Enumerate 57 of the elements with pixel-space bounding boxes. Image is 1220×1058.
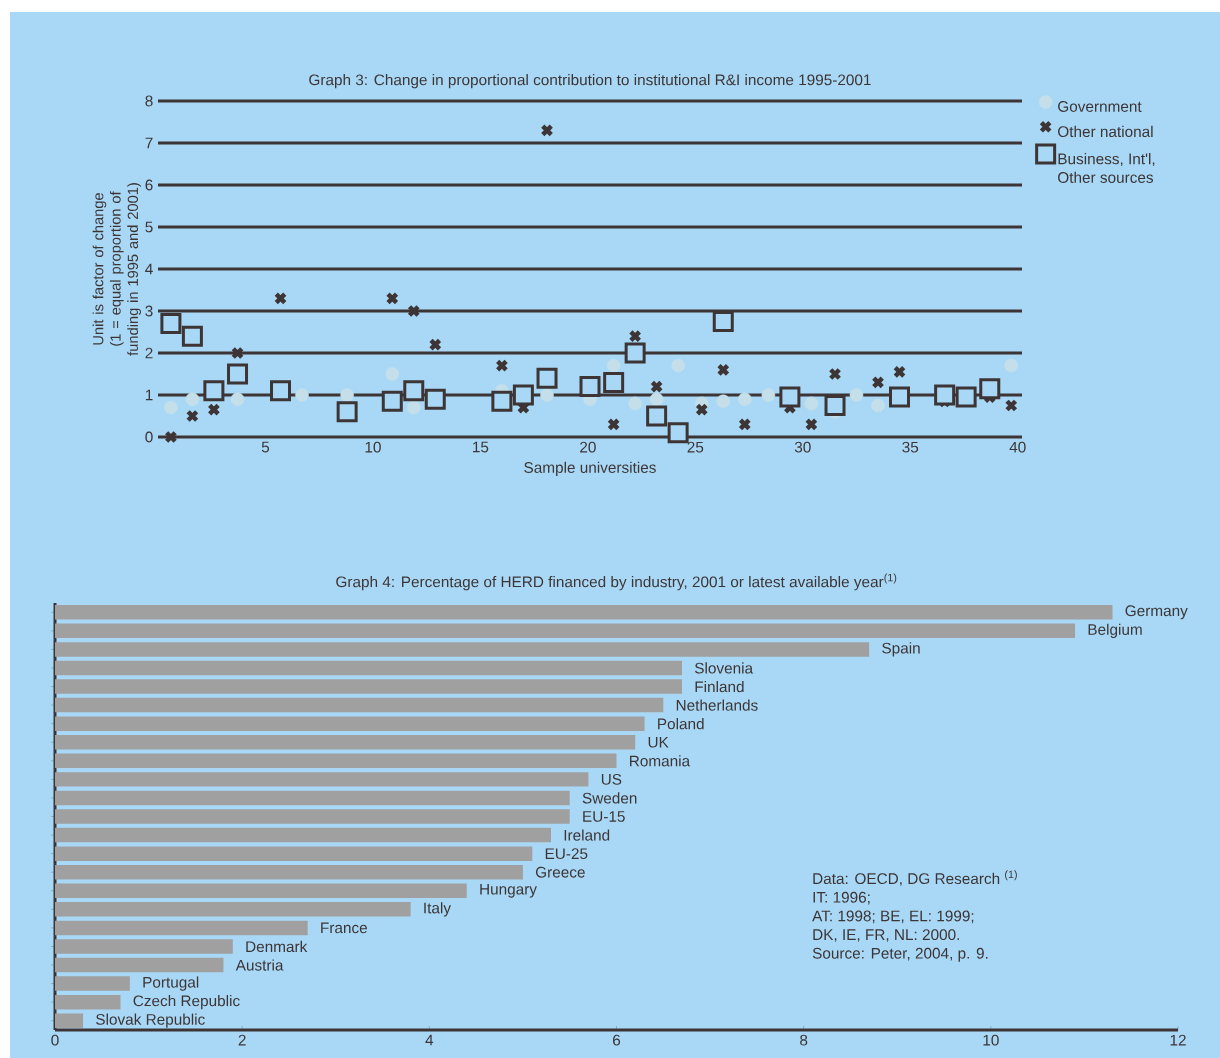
x-tick-label: 12 (1170, 1034, 1186, 1046)
y-tick-label: 7 (145, 137, 153, 149)
y-tick-label: Portugal (143, 976, 199, 991)
y-axis-title: Unit is factor of change (1 = equal proportion of funding in 1995 and 2001) (92, 183, 141, 356)
annotation: Data: OECD, DG Research $^{(1)}$ (813, 870, 1017, 886)
x-axis-title: Sample universities (524, 461, 656, 477)
x-tick-label: 40 (1009, 441, 1026, 453)
x-tick-label: 25 (687, 441, 704, 453)
y-tick-label: Finland (695, 680, 744, 693)
legend-label: Business, Int'l, Other sources (1058, 153, 1155, 183)
y-tick-label: 2 (145, 347, 153, 359)
y-tick-label: 0 (145, 431, 153, 443)
y-tick-label: Austria (235, 959, 284, 971)
y-tick-label: 6 (145, 179, 153, 191)
annotation: DK, IE, FR, NL: 2000. (813, 929, 959, 942)
legend-label: Other national (1058, 125, 1153, 138)
y-tick-label: Germany (1125, 605, 1188, 620)
chart-title: Graph 3: Change in proportional contribution to institutional R&I income 1995-2001 (309, 74, 871, 89)
y-tick-label: Poland (658, 718, 704, 730)
y-tick-label: Ireland (564, 829, 610, 841)
x-tick-label: 5 (261, 441, 270, 453)
y-tick-label: Slovak Republic (96, 1013, 205, 1028)
annotation: IT: 1996; (813, 891, 870, 905)
y-tick-label: EU-25 (545, 848, 588, 860)
y-tick-label: 3 (145, 305, 153, 317)
annotation: Source: Peter, 2004, p. 9. (812, 947, 988, 962)
y-tick-label: 4 (145, 263, 153, 275)
y-tick-label: Czech Republic (133, 995, 240, 1010)
y-tick-label: Denmark (246, 940, 308, 953)
x-tick-label: 35 (902, 441, 919, 453)
y-tick-label: Greece (535, 866, 585, 878)
y-tick-label: France (321, 922, 367, 934)
y-tick-label: Sweden (582, 792, 637, 804)
x-tick-label: 20 (580, 441, 596, 453)
x-tick-label: 4 (425, 1034, 434, 1046)
x-tick-label: 0 (51, 1034, 59, 1046)
annotation: AT: 1998; BE, EL: 1999; (812, 910, 974, 924)
legend-label: Government (1058, 101, 1142, 112)
y-tick-label: US (601, 773, 622, 785)
y-tick-label: Netherlands (676, 699, 758, 711)
y-tick-label: Hungary (480, 883, 537, 898)
y-tick-label: 8 (145, 95, 153, 107)
x-tick-label: 30 (794, 441, 811, 453)
y-tick-label: Spain (882, 642, 920, 657)
y-tick-label: UK (648, 736, 669, 748)
y-tick-label: Italy (424, 902, 451, 917)
y-tick-label: Slovenia (694, 662, 754, 674)
x-tick-label: 15 (473, 441, 489, 453)
x-tick-label: 10 (983, 1034, 999, 1046)
y-tick-label: 5 (145, 221, 153, 233)
y-tick-label: EU-15 (583, 811, 625, 822)
y-tick-label: 1 (145, 389, 153, 401)
x-tick-label: 10 (365, 441, 381, 453)
x-tick-label: 8 (800, 1034, 808, 1046)
y-tick-label: Belgium (1088, 623, 1142, 638)
chart-title: Graph 4: Percentage of HERD financed by industry, 2001 or latest available year$^{(1)}$ (336, 573, 897, 591)
y-tick-label: Romania (630, 755, 691, 767)
